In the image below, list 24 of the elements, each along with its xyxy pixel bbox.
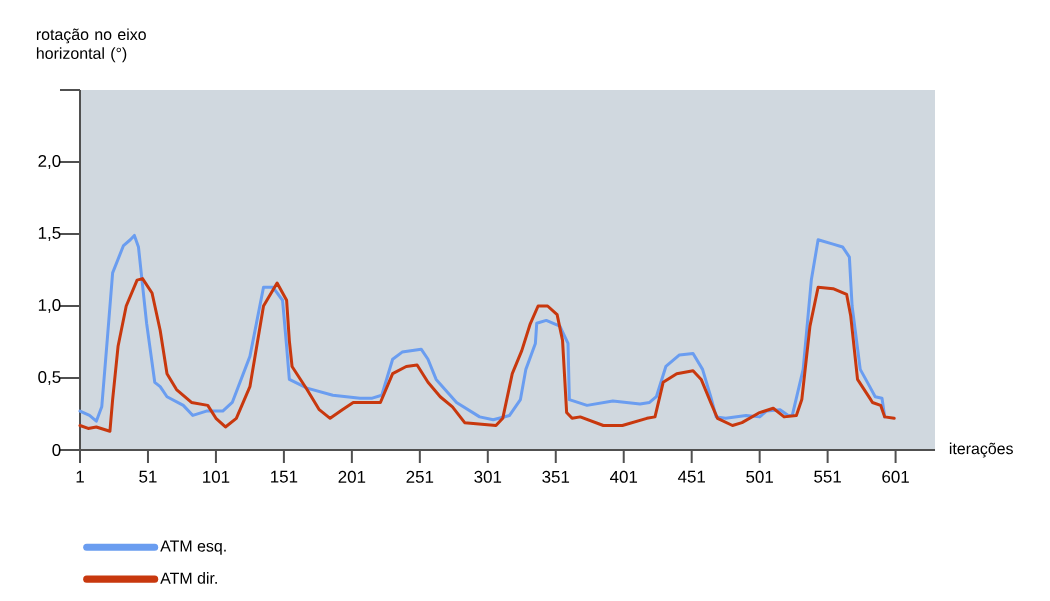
legend-label: ATM esq. <box>160 540 226 555</box>
y-tick-label: 1,5 <box>38 227 61 241</box>
x-tick-label: 101 <box>203 470 230 483</box>
x-tick-label: 251 <box>406 470 434 483</box>
x-tick-label: 601 <box>882 470 909 483</box>
x-tick-label: 201 <box>338 470 366 483</box>
x-tick-label: 351 <box>542 470 570 483</box>
x-tick-label: 51 <box>139 470 157 483</box>
x-tick-label: 501 <box>746 470 773 483</box>
x-tick-label: 551 <box>814 470 841 483</box>
y-tick-label: 1,0 <box>38 299 61 313</box>
y-tick-label: 0,5 <box>38 371 61 385</box>
y-axis-title: rotação no eixo horizontal (°) <box>36 28 146 63</box>
y-tick-label: 0 <box>52 444 61 456</box>
x-tick-label: 301 <box>474 470 502 483</box>
line-series <box>78 233 887 423</box>
y-tick-label: 2,0 <box>38 155 61 169</box>
x-tick-label: 1 <box>76 470 84 483</box>
x-tick-label: 151 <box>271 470 298 483</box>
x-tick-label: 401 <box>609 470 638 483</box>
legend-label: ATM dir. <box>160 572 217 584</box>
x-axis-title: iterações <box>949 442 1013 458</box>
line-series <box>78 277 896 433</box>
x-tick-label: 451 <box>677 470 705 483</box>
